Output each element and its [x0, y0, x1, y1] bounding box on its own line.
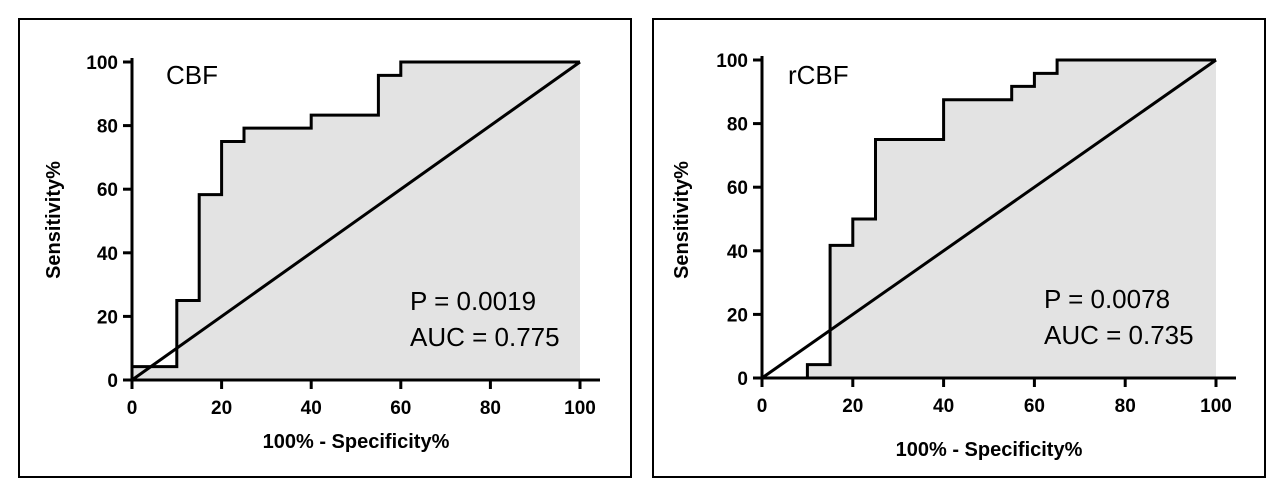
x-tick-label: 60	[1024, 396, 1045, 417]
p-value-annotation: P = 0.0019	[410, 286, 536, 316]
y-tick-label: 0	[107, 371, 118, 392]
auc-annotation: AUC = 0.735	[1044, 320, 1194, 350]
y-tick-label: 40	[97, 244, 118, 265]
y-axis-title: Sensitivity%	[43, 161, 65, 279]
auc-annotation: AUC = 0.775	[410, 322, 560, 352]
y-tick-label: 20	[727, 305, 748, 326]
x-tick-label: 100	[564, 398, 596, 419]
y-tick-label: 0	[737, 369, 748, 390]
x-tick-label: 40	[933, 396, 954, 417]
roc-panel-rcbf: 0 20 40 60 80 100 0 20 40 60 80 100 100% - Specifici…	[652, 18, 1266, 478]
y-axis-title: Sensitivity%	[671, 161, 693, 279]
roc-chart-cbf: 0 20 40 60 80 100 0 20 40 60 80 100 100% - Specifici…	[43, 53, 600, 453]
roc-curve	[762, 58, 1216, 380]
y-tick-label: 60	[97, 180, 118, 201]
reference-line	[761, 58, 1217, 380]
y-tick-label: 100	[716, 51, 748, 72]
y-tick-label: 80	[97, 117, 118, 138]
x-axis-title: 100% - Specificity%	[263, 431, 450, 453]
x-axis-title: 100% - Specificity%	[896, 439, 1083, 461]
y-tick-label: 40	[727, 242, 748, 263]
y-tick-label: 60	[727, 178, 748, 199]
y-tick-label: 100	[86, 53, 118, 74]
x-tick-label: 100	[1200, 396, 1232, 417]
reference-line	[131, 60, 581, 382]
x-tick-label: 40	[301, 398, 322, 419]
x-tick-label: 20	[842, 396, 863, 417]
x-tick-label: 80	[480, 398, 501, 419]
y-tick-label: 20	[97, 307, 118, 328]
y-tick-label: 80	[727, 115, 748, 136]
p-value-annotation: P = 0.0078	[1044, 284, 1170, 314]
x-tick-label: 60	[390, 398, 411, 419]
roc-panel-cbf: 0 20 40 60 80 100 0 20 40 60 80 100 100% - Specifici…	[18, 18, 632, 478]
panel-label: CBF	[166, 60, 218, 90]
x-tick-label: 80	[1115, 396, 1136, 417]
x-tick-label: 0	[127, 398, 138, 419]
x-tick-label: 0	[757, 396, 768, 417]
panel-label: rCBF	[788, 60, 849, 90]
roc-curve	[130, 60, 580, 380]
roc-chart-rcbf: 0 20 40 60 80 100 0 20 40 60 80 100 100% - Specifici…	[671, 51, 1236, 461]
x-tick-label: 20	[211, 398, 232, 419]
